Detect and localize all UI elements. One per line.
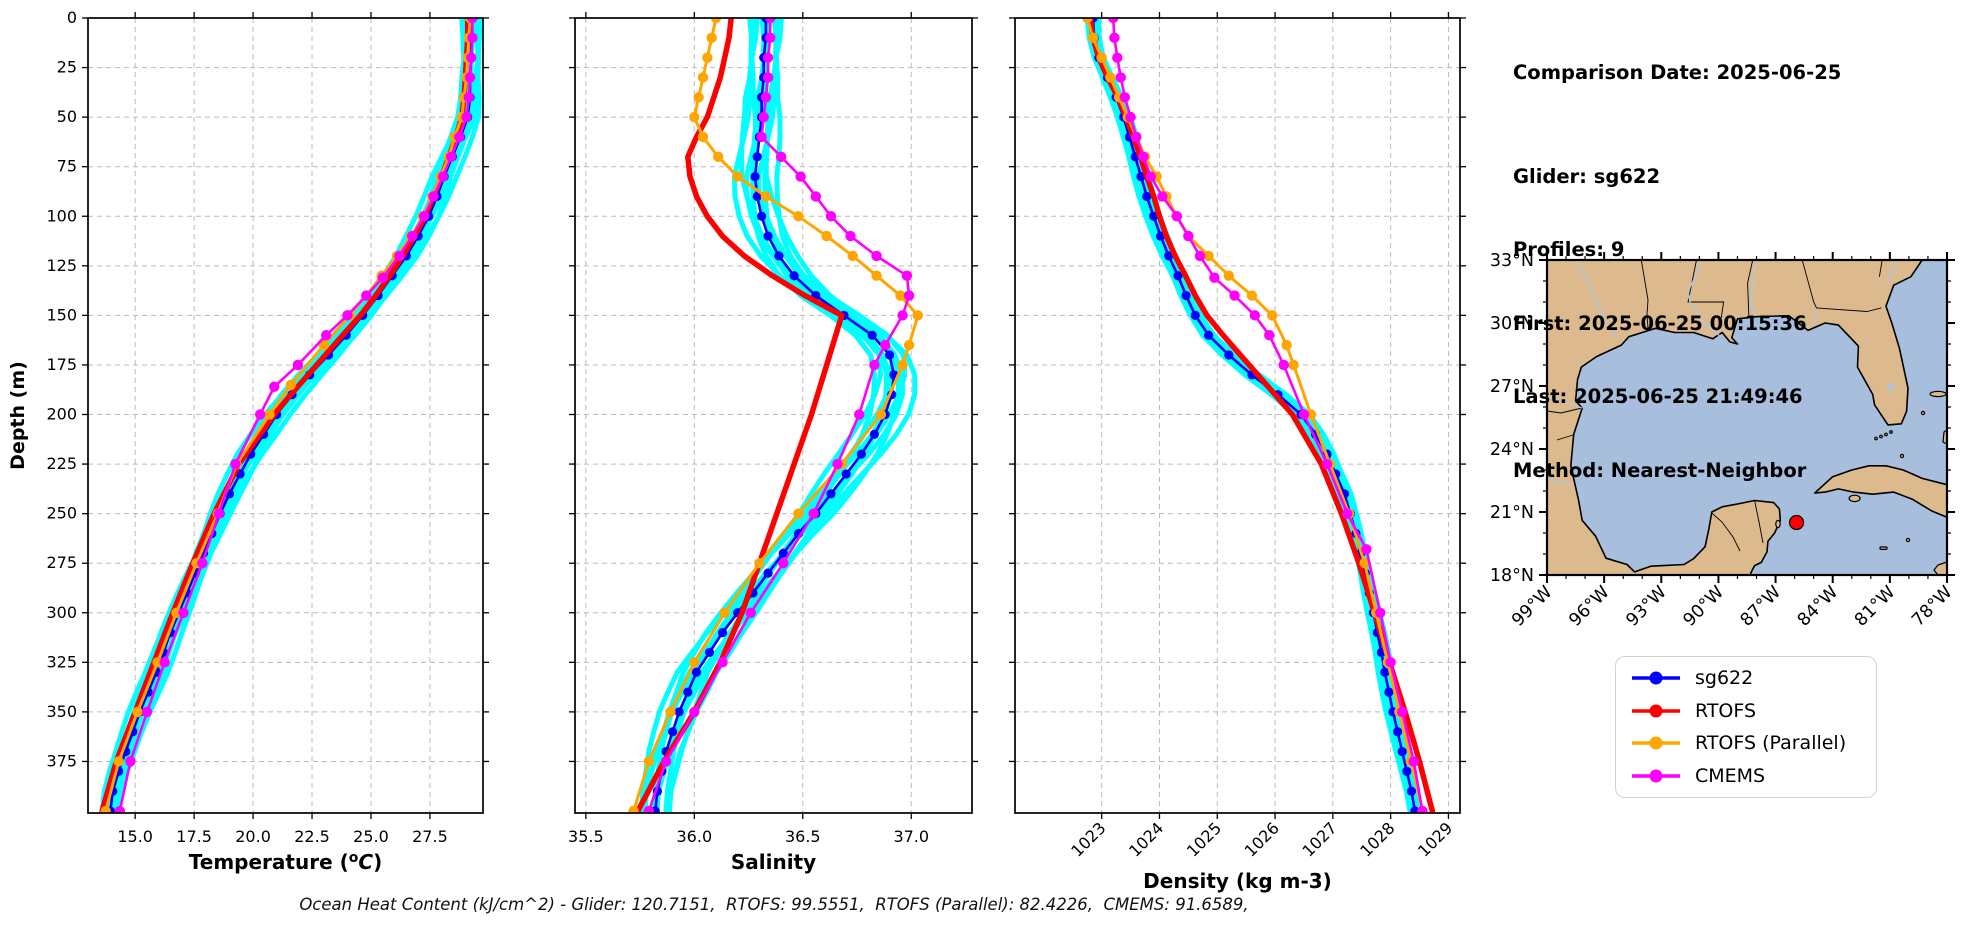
svg-text:84°W: 84°W xyxy=(1794,582,1842,630)
legend-label: RTOFS (Parallel) xyxy=(1695,732,1847,755)
tick-marks xyxy=(82,12,489,819)
legend-label: RTOFS xyxy=(1695,699,1757,722)
svg-text:30°N: 30°N xyxy=(1490,314,1534,334)
lake-okeechobee xyxy=(1886,383,1895,391)
method-text: Method: Nearest-Neighbor xyxy=(1513,458,1807,482)
svg-text:1025: 1025 xyxy=(1183,818,1225,860)
svg-text:27.5: 27.5 xyxy=(412,827,448,846)
axes-frame xyxy=(1014,17,1461,814)
series-rtofs-parallel- xyxy=(628,18,923,813)
legend-label: CMEMS xyxy=(1695,764,1766,787)
svg-text:96°W: 96°W xyxy=(1565,582,1613,630)
svg-text:75: 75 xyxy=(57,157,77,176)
svg-text:375: 375 xyxy=(46,751,77,770)
legend-item-rtofs: RTOFS xyxy=(1630,700,1876,722)
svg-text:1026: 1026 xyxy=(1241,818,1283,860)
y-axis-label: Depth (m) xyxy=(7,361,29,470)
svg-text:33°N: 33°N xyxy=(1490,251,1534,271)
gridlines xyxy=(575,17,972,813)
svg-text:25.0: 25.0 xyxy=(353,827,389,846)
series-cmems xyxy=(114,18,478,813)
svg-text:27°N: 27°N xyxy=(1490,377,1534,397)
x-axis-label: Temperature (oC) xyxy=(189,850,382,874)
profiles-count-text: Profiles: 9 xyxy=(1513,238,1625,261)
svg-text:18°N: 18°N xyxy=(1490,566,1534,586)
legend-item-cmems: CMEMS xyxy=(1630,765,1876,787)
svg-text:22.5: 22.5 xyxy=(294,827,330,846)
svg-text:87°W: 87°W xyxy=(1737,582,1785,630)
glider-name-text: Glider: sg622 xyxy=(1513,164,1661,188)
svg-text:1028: 1028 xyxy=(1356,818,1398,860)
map-land-mass xyxy=(1546,259,1923,576)
svg-text:36.0: 36.0 xyxy=(677,827,713,846)
last-profile-time-text: Last: 2025-06-25 21:49:46 xyxy=(1513,385,1803,408)
legend-line-sample xyxy=(1632,671,1680,685)
svg-text:25: 25 xyxy=(57,58,77,77)
tick-labels: 15.0 17.5 20.0 22.5 25.0 27.5 0 25 50 75 100 125 150… xyxy=(46,8,447,846)
svg-text:20.0: 20.0 xyxy=(235,827,271,846)
svg-text:78°W: 78°W xyxy=(1908,582,1956,630)
legend-line-sample xyxy=(1632,736,1680,750)
svg-text:81°W: 81°W xyxy=(1851,582,1899,630)
svg-text:93°W: 93°W xyxy=(1623,582,1671,630)
svg-text:250: 250 xyxy=(46,504,77,523)
comparison-info-block: Comparison Date: 2025-06-25 Glider: sg62… xyxy=(1513,12,1841,532)
series-rtofs xyxy=(635,18,845,813)
svg-text:125: 125 xyxy=(46,256,77,275)
x-axis-label: Salinity xyxy=(731,850,816,874)
svg-text:24°N: 24°N xyxy=(1490,440,1534,460)
svg-text:1029: 1029 xyxy=(1414,818,1456,860)
density-profile-panel: 1023 1024 1025 1026 1027 1028 1029 Density (kg … xyxy=(1009,12,1466,893)
svg-text:36.5: 36.5 xyxy=(785,827,821,846)
svg-text:350: 350 xyxy=(46,702,77,721)
svg-text:175: 175 xyxy=(46,355,77,374)
glider-position-dot xyxy=(1788,514,1805,531)
svg-text:99°W: 99°W xyxy=(1508,582,1556,630)
tick-marks xyxy=(1009,12,1466,819)
tick-marks xyxy=(569,12,978,819)
map-rivers xyxy=(1546,259,1898,486)
legend-item-sg622: sg622 xyxy=(1630,667,1876,689)
legend-line-sample xyxy=(1632,769,1680,783)
svg-text:300: 300 xyxy=(46,603,77,622)
salinity-profile-panel: 35.5 36.0 36.5 37.0 Salinity xyxy=(568,12,978,874)
svg-text:325: 325 xyxy=(46,652,77,671)
svg-text:50: 50 xyxy=(57,107,77,126)
x-axis-label: Density (kg m-3) xyxy=(1143,869,1332,893)
svg-text:150: 150 xyxy=(46,305,77,324)
axes-frame xyxy=(574,17,973,814)
temperature-profile-panel: 15.0 17.5 20.0 22.5 25.0 27.5 0 25 50 75 100 125 150… xyxy=(7,8,489,874)
series-cmems xyxy=(1108,18,1428,813)
svg-text:90°W: 90°W xyxy=(1680,582,1728,630)
legend: sg622 RTOFS RTOFS (Parallel) CMEMS xyxy=(1615,656,1877,798)
legend-label: sg622 xyxy=(1695,667,1754,690)
svg-text:37.0: 37.0 xyxy=(893,827,929,846)
svg-text:17.5: 17.5 xyxy=(176,827,212,846)
svg-text:35.5: 35.5 xyxy=(568,827,604,846)
svg-text:225: 225 xyxy=(46,454,77,473)
legend-item-rtofs-parallel-: RTOFS (Parallel) xyxy=(1630,732,1876,754)
gulf-of-mexico-map: 33°N 30°N 27°N 24°N 21°N 18°N99°W 96°W 93°W 90°W… xyxy=(1490,251,1957,631)
svg-text:200: 200 xyxy=(46,405,77,424)
ocean-heat-content-caption: Ocean Heat Content (kJ/cm^2) - Glider: 1… xyxy=(299,895,1249,914)
svg-text:100: 100 xyxy=(46,206,77,225)
first-profile-time-text: First: 2025-06-25 00:15:36 xyxy=(1513,311,1807,335)
tick-labels: 35.5 36.0 36.5 37.0 xyxy=(568,827,929,846)
svg-text:15.0: 15.0 xyxy=(117,827,153,846)
svg-text:0: 0 xyxy=(67,8,77,27)
svg-text:1027: 1027 xyxy=(1298,818,1340,860)
svg-text:1024: 1024 xyxy=(1125,818,1167,860)
comparison-date-text: Comparison Date: 2025-06-25 xyxy=(1513,61,1842,84)
svg-text:1023: 1023 xyxy=(1067,818,1109,860)
svg-text:275: 275 xyxy=(46,553,77,572)
svg-text:21°N: 21°N xyxy=(1490,503,1534,523)
series-cmems xyxy=(643,18,915,813)
legend-line-sample xyxy=(1632,704,1680,718)
tick-labels: 1023 1024 1025 1026 1027 1028 1029 xyxy=(1067,818,1456,860)
map-state-borders xyxy=(1546,259,1883,552)
axes-frame xyxy=(87,17,484,814)
